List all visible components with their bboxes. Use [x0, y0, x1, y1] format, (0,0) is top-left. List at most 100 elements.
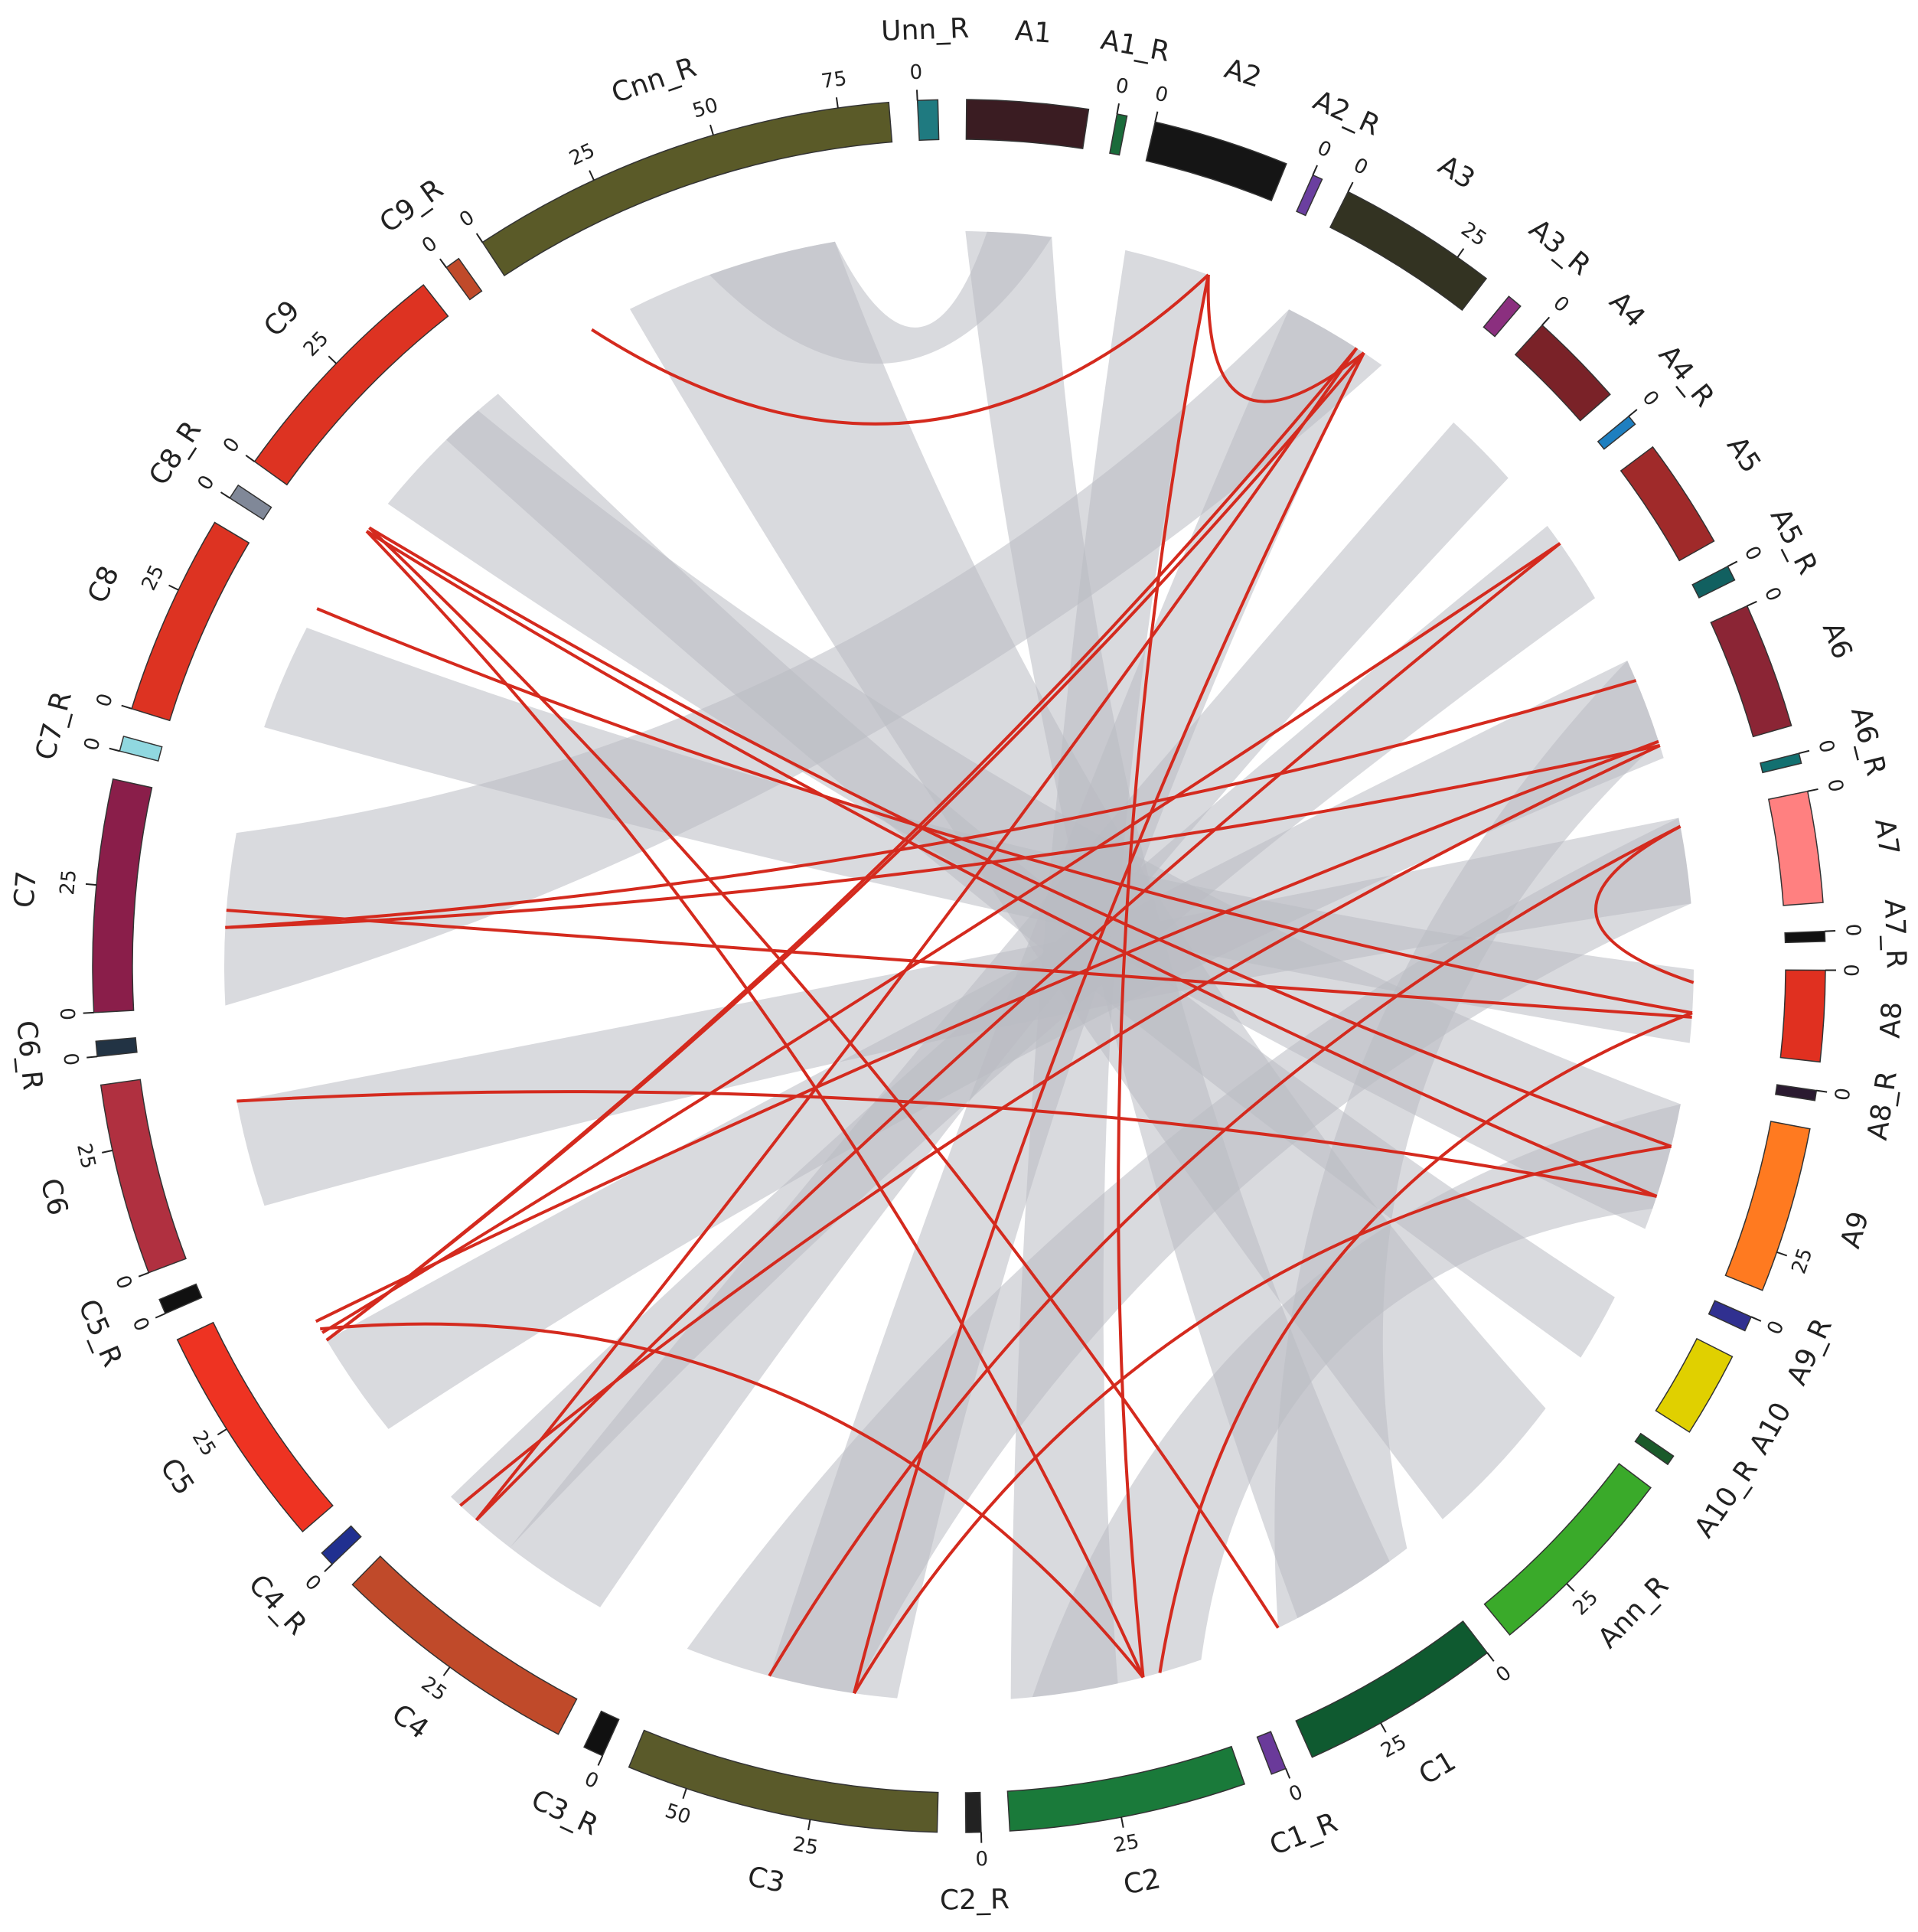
chromosome-label: C5 — [154, 1453, 201, 1501]
tick-label: 0 — [1822, 777, 1848, 794]
synteny-block — [687, 818, 1691, 1694]
chromosome — [99, 1079, 187, 1274]
tick-label: 25 — [791, 1833, 820, 1860]
chromosome-label: A9_R — [1781, 1314, 1838, 1389]
chromosome-label: C6 — [34, 1175, 74, 1219]
chromosome — [916, 99, 940, 142]
chromosome — [176, 1321, 334, 1532]
chromosome-label: A4 — [1603, 286, 1652, 334]
chromosome — [1256, 1731, 1287, 1775]
chromosome-label: C8 — [82, 561, 126, 608]
tick-label: 25 — [299, 327, 334, 361]
chromosome — [1145, 121, 1287, 202]
link — [315, 739, 1659, 1323]
tick-label: 25 — [1112, 1830, 1141, 1858]
tick-label: 25 — [1456, 218, 1490, 252]
tick-label: 0 — [1841, 964, 1864, 977]
chromosome-label: A7_R — [1878, 899, 1912, 969]
tick-mark — [86, 1056, 98, 1059]
tick-label: 25 — [566, 139, 599, 171]
tick-label: 0 — [300, 1571, 325, 1596]
tick-label: 0 — [1114, 74, 1130, 100]
tick-mark — [1154, 111, 1159, 122]
chromosome-label: C3 — [745, 1861, 787, 1899]
chromosome — [131, 521, 250, 722]
chromosome-label: A5_R — [1764, 504, 1824, 579]
chromosome — [1514, 324, 1611, 422]
chromosome — [351, 1555, 578, 1735]
chromosome — [583, 1710, 620, 1757]
tick-mark — [1825, 930, 1836, 932]
chromosome-label: C1 — [1414, 1745, 1461, 1791]
chromosome — [229, 484, 272, 521]
link — [325, 351, 1365, 1342]
chromosome-label: A3_R — [1523, 214, 1597, 282]
tick-mark — [682, 1788, 687, 1800]
link — [475, 347, 1359, 1522]
chromosome — [1329, 191, 1488, 312]
chromosome-label: C4 — [386, 1699, 434, 1745]
link — [225, 679, 1637, 929]
chromosome — [1634, 1432, 1675, 1466]
link — [316, 607, 1693, 1015]
chromosome — [1597, 415, 1636, 450]
synteny-block — [326, 661, 1664, 1429]
link — [226, 909, 1692, 1019]
tick-label: 0 — [55, 1007, 79, 1021]
tick-label: 0 — [418, 232, 442, 258]
chromosome — [628, 1729, 939, 1833]
tick-mark — [1541, 316, 1551, 326]
tick-label: 0 — [1637, 387, 1663, 411]
tick-label: 25 — [138, 561, 169, 594]
link — [236, 1090, 1658, 1198]
link — [459, 744, 1661, 1507]
tick-label: 0 — [909, 60, 923, 84]
tick-label: 0 — [110, 1272, 136, 1292]
chromosome — [1620, 445, 1715, 562]
chromosome-label: A8_R — [1862, 1069, 1903, 1143]
tick-mark — [1750, 1316, 1762, 1322]
tick-label: 0 — [58, 1052, 83, 1067]
chromosome — [1691, 565, 1736, 599]
tick-mark — [1816, 1089, 1828, 1093]
chromosome — [1483, 1463, 1652, 1636]
tick-mark — [1285, 1768, 1291, 1779]
chromosome-label: C7 — [8, 870, 43, 909]
tick-label: 75 — [820, 67, 848, 93]
chromosome — [1710, 605, 1792, 738]
tick-mark — [85, 883, 97, 886]
chromosome-label: A6 — [1816, 618, 1858, 664]
tick-label: 0 — [1314, 136, 1335, 162]
chromosome — [1655, 1337, 1734, 1433]
tick-label: 0 — [219, 433, 245, 457]
tick-mark — [589, 170, 595, 181]
chromosome-label: A6_R — [1845, 704, 1892, 779]
tick-mark — [807, 1819, 811, 1831]
tick-label: 0 — [1153, 82, 1170, 107]
tick-mark — [138, 1271, 149, 1278]
tick-mark — [155, 1313, 166, 1319]
tick-mark — [709, 124, 714, 135]
tick-mark — [439, 258, 447, 269]
synteny-block — [1032, 1104, 1681, 1698]
chromosome-label: Cnn_R — [608, 51, 700, 109]
link — [366, 530, 1658, 1198]
tick-mark — [1120, 1816, 1124, 1828]
link — [768, 824, 1682, 1677]
tick-mark — [1486, 1652, 1495, 1662]
tick-label: 25 — [417, 1673, 451, 1706]
link — [1594, 824, 1695, 984]
chromosome-label: A9 — [1835, 1208, 1875, 1252]
tick-label: 0 — [1740, 543, 1766, 565]
chromosome-label: A3 — [1433, 149, 1480, 195]
chromosome-label: C6_R — [10, 1019, 48, 1092]
tick-mark — [324, 1563, 333, 1572]
link — [475, 542, 1561, 1522]
chromosome — [92, 778, 153, 1013]
synteny-block — [709, 231, 1052, 364]
chromosome-label: A8 — [1875, 1001, 1909, 1039]
tick-mark — [1380, 1722, 1387, 1733]
chromosome — [158, 1283, 203, 1314]
